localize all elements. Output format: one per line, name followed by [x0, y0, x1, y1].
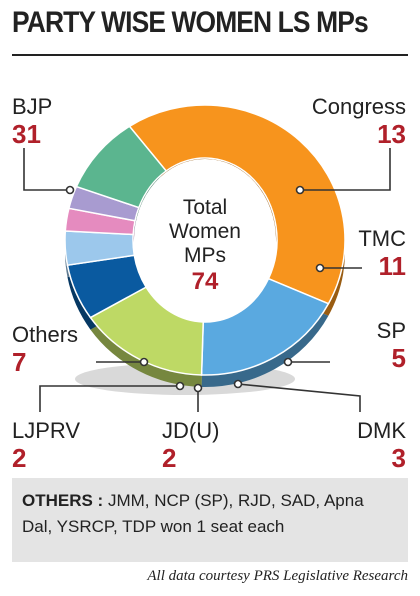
leader-bjp — [23, 148, 70, 191]
center-total: 74 — [191, 268, 219, 295]
label-ljprv-value: 2 — [12, 443, 27, 473]
leader-dot-bjp — [65, 185, 75, 195]
others-note: OTHERS : JMM, NCP (SP), RJD, SAD, Apna D… — [12, 478, 408, 562]
label-ljprv: LJPRV 2 — [12, 418, 80, 472]
label-sp: SP 5 — [377, 318, 406, 372]
leader-lines — [23, 148, 391, 412]
label-tmc-value: 11 — [378, 251, 407, 281]
donut-slices — [64, 104, 346, 395]
slice-others — [75, 125, 168, 209]
leader-dot-tmc — [315, 263, 325, 273]
label-sp-value: 5 — [391, 343, 406, 373]
center-label: Total Women MPs 74 — [150, 196, 260, 296]
leader-dot-congress — [295, 185, 305, 195]
label-others-value: 7 — [12, 347, 27, 377]
label-dmk: DMK 3 — [357, 418, 406, 472]
label-tmc-name: TMC — [358, 226, 406, 251]
center-line-1: Total — [182, 196, 228, 219]
leader-dot-jdu — [193, 383, 203, 393]
label-tmc: TMC 11 — [358, 226, 406, 280]
label-ljprv-name: LJPRV — [12, 418, 81, 443]
leader-dot-sp — [283, 357, 293, 367]
label-dmk-name: DMK — [357, 418, 406, 443]
leader-dot-others — [139, 357, 149, 367]
label-bjp-name: BJP — [12, 94, 53, 119]
label-congress: Congress 13 — [312, 94, 406, 148]
label-dmk-value: 3 — [391, 443, 406, 473]
leader-dot-dmk — [233, 379, 243, 389]
label-sp-name: SP — [376, 318, 406, 343]
others-note-heading: OTHERS : — [22, 491, 104, 510]
label-bjp: BJP 31 — [12, 94, 52, 148]
leader-dot-ljprv — [175, 381, 185, 391]
leader-congress — [300, 148, 391, 191]
donut-chart — [23, 104, 391, 412]
center-line-2: Women — [169, 220, 241, 243]
label-congress-value: 13 — [377, 119, 406, 149]
label-jdu: JD(U) 2 — [162, 418, 219, 472]
slice-bjp — [128, 104, 346, 305]
donut-hole — [134, 159, 276, 321]
source-credit: All data courtesy PRS Legislative Resear… — [147, 568, 408, 584]
label-jdu-value: 2 — [162, 443, 177, 473]
center-line-3: MPs — [184, 244, 226, 267]
leader-ljprv — [39, 385, 180, 412]
label-bjp-value: 31 — [12, 119, 41, 149]
label-others-name: Others — [12, 322, 79, 347]
chart-title: PARTY WISE WOMEN LS MPs — [12, 6, 369, 39]
label-congress-name: Congress — [311, 94, 406, 119]
label-jdu-name: JD(U) — [162, 418, 220, 443]
leader-dmk — [237, 383, 361, 412]
others-note-text: JMM, NCP (SP), RJD, SAD, Apna Dal, YSRCP… — [22, 491, 364, 536]
title-rule — [12, 54, 408, 56]
label-others: Others 7 — [12, 322, 78, 376]
